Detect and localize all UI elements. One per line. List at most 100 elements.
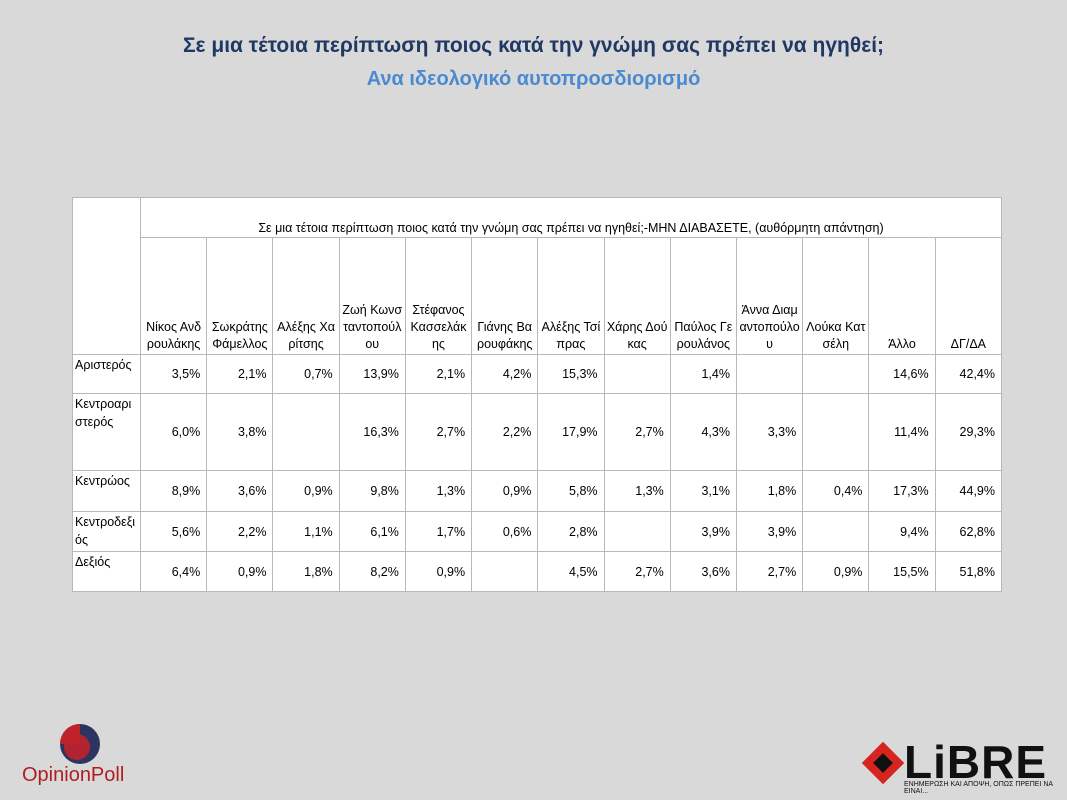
cell: 2,7% xyxy=(603,393,671,471)
data-row: Κεντροδεξιός 5,6% 2,2% 1,1% 6,1% 1,7% 0,6% 2,8%… xyxy=(72,511,1003,552)
row-label: Κεντρώος xyxy=(72,470,141,512)
libre-mark xyxy=(861,741,905,785)
cell: 6,4% xyxy=(139,551,208,592)
cell: 3,5% xyxy=(139,354,208,394)
cell: 1,8% xyxy=(272,551,340,592)
cell: 2,2% xyxy=(471,393,539,471)
cell: 3,6% xyxy=(206,470,274,512)
cell: 1,7% xyxy=(404,511,473,552)
cell: 2,7% xyxy=(603,551,671,592)
libre-tagline: ΕΝΗΜΕΡΩΣΗ ΚΑΙ ΑΠΟΨΗ, ΟΠΩΣ ΠΡΕΠΕΙ ΝΑ ΕΙΝΑ… xyxy=(904,781,1053,795)
cell: 1,1% xyxy=(272,511,340,552)
cell: 0,9% xyxy=(272,470,340,512)
cell: 0,7% xyxy=(272,354,340,394)
row-label: Δεξιός xyxy=(72,551,141,592)
cell: 2,7% xyxy=(735,551,804,592)
row-label: Κεντροδεξιός xyxy=(72,511,141,552)
cell: 44,9% xyxy=(934,470,1003,512)
cell: 62,8% xyxy=(934,511,1003,552)
cell xyxy=(802,511,870,552)
cell: 0,9% xyxy=(206,551,274,592)
cell: 4,2% xyxy=(471,354,539,394)
column-header: Άλλο xyxy=(868,237,936,355)
cell: 8,2% xyxy=(338,551,406,592)
cell: 2,2% xyxy=(206,511,274,552)
cell: 42,4% xyxy=(934,354,1003,394)
cell xyxy=(603,511,671,552)
column-row: Νίκος Ανδρουλάκης Σωκράτης Φάμελλος Αλέξης… xyxy=(73,237,1003,355)
column-header: Αλέξης Χαρίτσης xyxy=(272,237,340,355)
column-header: Ζωή Κωνσταντοπούλου xyxy=(338,237,406,355)
column-header: Παύλος Γερουλάνος xyxy=(669,237,737,355)
cell: 2,1% xyxy=(206,354,274,394)
cell: 8,9% xyxy=(139,470,208,512)
cell: 13,9% xyxy=(338,354,406,394)
opinionpoll-mark xyxy=(60,724,100,764)
data-row: Αριστερός 3,5% 2,1% 0,7% 13,9% 2,1% 4,2% 15,3% 1… xyxy=(72,354,1003,394)
title: Σε μια τέτοια περίπτωση ποιος κατά την γ… xyxy=(182,34,885,57)
cell: 5,6% xyxy=(139,511,208,552)
cell: 6,0% xyxy=(139,393,208,471)
cell: 1,3% xyxy=(603,470,671,512)
caption-cell: Σε μια τέτοια περίπτωση ποιος κατά την γ… xyxy=(140,197,1002,238)
opinionpoll-logo: OpinionPoll xyxy=(22,764,125,786)
cell: 17,9% xyxy=(537,393,605,471)
cell: 0,4% xyxy=(802,470,870,512)
cell: 29,3% xyxy=(934,393,1003,471)
subtitle: Ανα ιδεολογικό αυτοπροσδιορισμό xyxy=(366,68,701,90)
cell: 1,8% xyxy=(735,470,804,512)
column-header: Στέφανος Κασσελάκης xyxy=(404,237,473,355)
cell: 3,3% xyxy=(735,393,804,471)
cell xyxy=(603,354,671,394)
cell: 11,4% xyxy=(868,393,936,471)
cell xyxy=(272,393,340,471)
column-header: Γιάνης Βαρουφάκης xyxy=(471,237,539,355)
cell: 0,6% xyxy=(471,511,539,552)
cell: 51,8% xyxy=(934,551,1003,592)
cell xyxy=(802,393,870,471)
cell: 14,6% xyxy=(868,354,936,394)
cell: 0,9% xyxy=(471,470,539,512)
cell: 16,3% xyxy=(338,393,406,471)
cell: 0,9% xyxy=(404,551,473,592)
cell: 0,9% xyxy=(802,551,870,592)
column-header: Σωκράτης Φάμελλος xyxy=(206,237,274,355)
row-label: Αριστερός xyxy=(72,354,141,394)
cell: 4,3% xyxy=(669,393,737,471)
header-row: Σε μια τέτοια περίπτωση ποιος κατά την γ… xyxy=(72,197,1002,355)
cell: 3,9% xyxy=(735,511,804,552)
cell: 3,9% xyxy=(669,511,737,552)
cell: 3,6% xyxy=(669,551,737,592)
cell: 5,8% xyxy=(537,470,605,512)
column-header: Αλέξης Τσίπρας xyxy=(537,237,605,355)
data-row: Κεντρώος 8,9% 3,6% 0,9% 9,8% 1,3% 0,9% 5,8% 1,3%… xyxy=(72,470,1003,512)
column-header: ΔΓ/ΔΑ xyxy=(934,237,1003,355)
data-row: Κεντροαριστερός 6,0% 3,8% 16,3% 2,7% 2,2% 17,9… xyxy=(72,393,1003,471)
corner-cell xyxy=(72,197,141,355)
column-header: Λούκα Κατσέλη xyxy=(802,237,870,355)
cell: 1,4% xyxy=(669,354,737,394)
column-header: Νίκος Ανδρουλάκης xyxy=(139,237,208,355)
cell xyxy=(471,551,539,592)
cell: 15,5% xyxy=(868,551,936,592)
cell: 2,8% xyxy=(537,511,605,552)
data-row: Δεξιός 6,4% 0,9% 1,8% 8,2% 0,9% 4,5% 2,7% 3,6% 2,… xyxy=(72,551,1003,592)
cell: 17,3% xyxy=(868,470,936,512)
cell xyxy=(735,354,804,394)
cell: 9,8% xyxy=(338,470,406,512)
cell: 2,1% xyxy=(404,354,473,394)
cell: 3,8% xyxy=(206,393,274,471)
cell: 6,1% xyxy=(338,511,406,552)
cell xyxy=(802,354,870,394)
column-header: Χάρης Δούκας xyxy=(603,237,671,355)
cell: 4,5% xyxy=(537,551,605,592)
row-label: Κεντροαριστερός xyxy=(72,393,141,471)
cell: 2,7% xyxy=(404,393,473,471)
cell: 1,3% xyxy=(404,470,473,512)
column-header: Άννα Διαμαντοπούλου xyxy=(735,237,804,355)
cell: 15,3% xyxy=(537,354,605,394)
libre-logo: LiBRE xyxy=(904,736,1047,788)
results-table: Σε μια τέτοια περίπτωση ποιος κατά την γ… xyxy=(72,197,1003,592)
cell: 9,4% xyxy=(868,511,936,552)
